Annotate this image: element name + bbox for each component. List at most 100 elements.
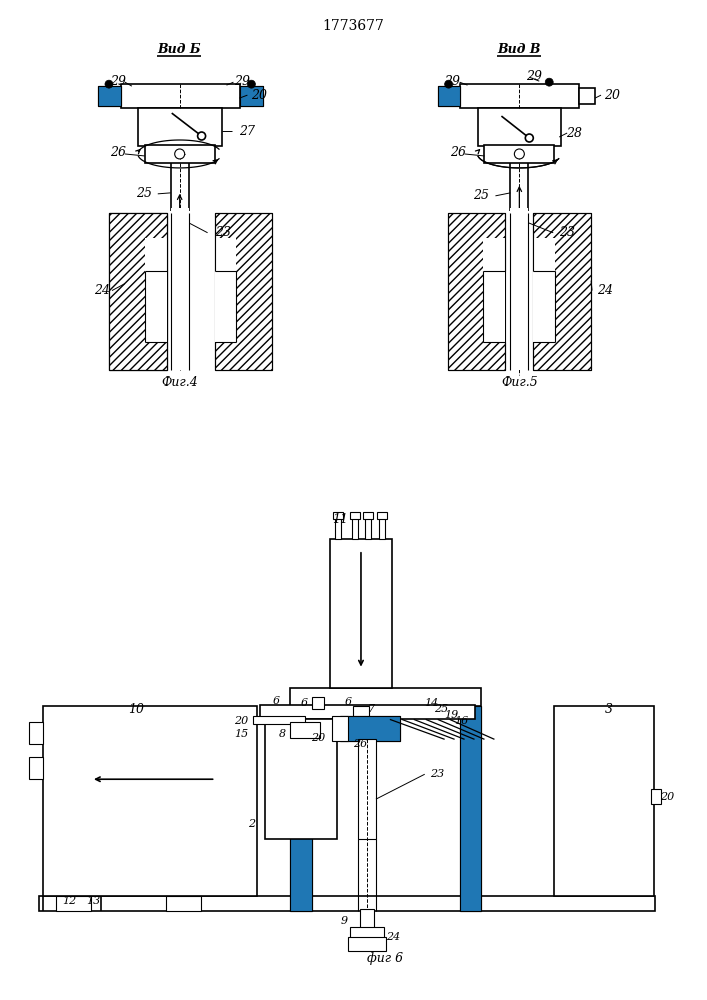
Bar [533, 238, 555, 342]
Bar [350, 927, 384, 939]
Text: Фиг.4: Фиг.4 [161, 376, 198, 389]
Text: 23: 23 [430, 769, 444, 779]
Bar [651, 789, 661, 804]
Text: 3: 3 [605, 703, 613, 716]
Bar [291, 722, 320, 738]
Bar [109, 213, 167, 370]
Bar [340, 716, 400, 741]
Bar [291, 706, 312, 911]
Circle shape [105, 80, 113, 88]
Bar [340, 716, 400, 741]
Text: Вид Б: Вид Б [157, 43, 201, 56]
Circle shape [525, 134, 533, 142]
Bar [377, 512, 387, 519]
Text: 9: 9 [341, 916, 348, 926]
Bar [460, 706, 481, 911]
Text: Фиг.5: Фиг.5 [501, 376, 538, 389]
Text: 6: 6 [345, 697, 352, 707]
Text: 20: 20 [311, 733, 325, 743]
Bar [40, 896, 655, 911]
Bar [330, 539, 392, 688]
Bar [109, 213, 167, 370]
Bar [145, 238, 167, 342]
Bar [291, 706, 312, 911]
Bar [98, 86, 121, 106]
Bar [348, 937, 386, 951]
Text: Вид В: Вид В [498, 43, 541, 56]
Text: 11: 11 [332, 513, 348, 526]
Bar [265, 719, 337, 839]
Bar [291, 688, 481, 706]
Bar [448, 213, 506, 370]
Text: 2: 2 [248, 819, 255, 829]
Bar [379, 517, 385, 539]
Text: 29: 29 [443, 75, 460, 88]
Bar [350, 512, 360, 519]
Text: 6: 6 [273, 696, 280, 706]
Circle shape [545, 78, 553, 86]
Bar [484, 145, 554, 163]
Bar [138, 108, 221, 146]
Circle shape [198, 132, 206, 140]
Bar [352, 517, 358, 539]
Text: 25: 25 [474, 189, 489, 202]
Bar [335, 517, 341, 539]
Bar [29, 722, 43, 744]
Bar [98, 86, 121, 106]
Bar [358, 739, 376, 839]
Text: 25: 25 [435, 704, 449, 714]
Text: 20: 20 [604, 89, 620, 102]
Bar [43, 706, 257, 896]
Circle shape [247, 80, 255, 88]
Bar [438, 86, 460, 106]
Bar [363, 512, 373, 519]
Bar [353, 706, 369, 738]
Text: 29: 29 [110, 75, 126, 88]
Text: 20: 20 [234, 716, 248, 726]
Text: 27: 27 [240, 125, 255, 138]
Text: 14: 14 [425, 698, 439, 708]
Text: 19: 19 [445, 710, 459, 720]
Bar [214, 238, 236, 342]
Text: 29: 29 [235, 75, 250, 88]
Text: 13: 13 [86, 896, 100, 906]
Bar [554, 706, 654, 896]
Text: 7: 7 [368, 704, 375, 714]
Bar [510, 208, 528, 370]
Bar [360, 909, 374, 929]
Bar [147, 271, 167, 340]
Text: 24: 24 [597, 284, 613, 297]
Text: фиг 6: фиг 6 [367, 952, 403, 965]
Text: 29: 29 [526, 70, 542, 83]
Bar [460, 706, 481, 911]
Bar [139, 271, 147, 320]
Circle shape [515, 149, 525, 159]
Text: 25: 25 [136, 187, 152, 200]
Text: 28: 28 [566, 127, 582, 140]
Bar [240, 86, 263, 106]
Bar [579, 88, 595, 104]
Text: 10: 10 [128, 703, 144, 716]
Bar [260, 705, 474, 719]
Text: 8: 8 [279, 729, 286, 739]
Text: 20: 20 [660, 792, 674, 802]
Text: 12: 12 [62, 896, 76, 906]
Bar [29, 757, 43, 779]
Text: 20: 20 [252, 89, 267, 102]
Bar [56, 896, 91, 911]
Bar [170, 208, 189, 370]
Bar [333, 512, 343, 519]
Circle shape [175, 149, 185, 159]
Bar [484, 238, 506, 342]
Bar [365, 517, 371, 539]
Bar [477, 108, 561, 146]
Bar [253, 716, 305, 724]
Text: 24: 24 [94, 284, 110, 297]
Bar [460, 84, 579, 108]
Bar [240, 86, 263, 106]
Circle shape [445, 80, 452, 88]
Text: 16: 16 [455, 716, 469, 726]
Text: 26: 26 [110, 146, 126, 159]
Bar [214, 213, 272, 370]
Bar [121, 84, 240, 108]
